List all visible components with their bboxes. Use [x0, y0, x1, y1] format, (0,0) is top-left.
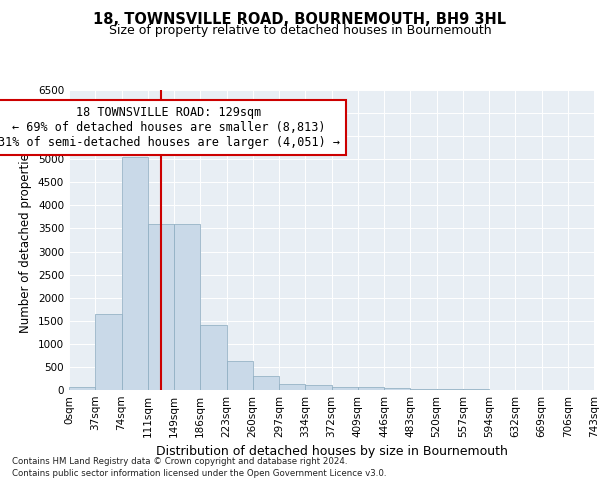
Bar	[174, 224, 200, 390]
Bar	[331, 387, 358, 390]
Text: Contains HM Land Registry data © Crown copyright and database right 2024.: Contains HM Land Registry data © Crown c…	[12, 458, 347, 466]
Bar	[95, 314, 121, 390]
Bar	[279, 384, 305, 390]
Bar	[200, 326, 227, 390]
Bar	[148, 224, 174, 390]
Text: Contains public sector information licensed under the Open Government Licence v3: Contains public sector information licen…	[12, 468, 386, 477]
Bar	[410, 388, 437, 390]
Bar	[121, 157, 148, 390]
Bar	[253, 376, 279, 390]
Text: Size of property relative to detached houses in Bournemouth: Size of property relative to detached ho…	[109, 24, 491, 37]
Text: 18 TOWNSVILLE ROAD: 129sqm
← 69% of detached houses are smaller (8,813)
31% of s: 18 TOWNSVILLE ROAD: 129sqm ← 69% of deta…	[0, 106, 340, 149]
Bar	[358, 388, 384, 390]
Bar	[69, 387, 95, 390]
Y-axis label: Number of detached properties: Number of detached properties	[19, 147, 32, 333]
Bar	[227, 362, 253, 390]
Text: 18, TOWNSVILLE ROAD, BOURNEMOUTH, BH9 3HL: 18, TOWNSVILLE ROAD, BOURNEMOUTH, BH9 3H…	[94, 12, 506, 28]
Bar	[384, 388, 410, 390]
X-axis label: Distribution of detached houses by size in Bournemouth: Distribution of detached houses by size …	[155, 446, 508, 458]
Bar	[437, 389, 463, 390]
Bar	[305, 385, 331, 390]
